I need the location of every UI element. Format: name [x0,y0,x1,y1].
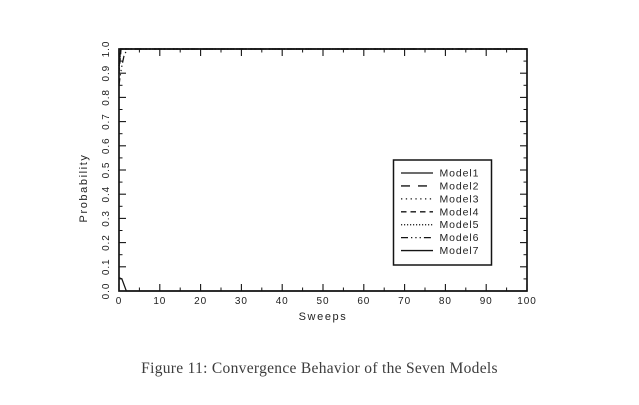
y-tick-label: 0.5 [101,162,112,179]
legend-label-model5: Model5 [440,219,480,231]
figure-caption: Figure 11: Convergence Behavior of the S… [141,360,498,377]
y-tick-label: 0.4 [101,186,112,203]
x-tick-label: 0 [116,296,122,307]
x-tick-label: 80 [439,296,452,307]
y-tick-label: 0.2 [101,234,112,251]
series-model7-line [118,277,527,292]
y-tick-label: 0.8 [101,89,112,106]
x-tick-label: 20 [194,296,207,307]
y-axis-label: Probability [78,154,90,223]
series-model6-line [118,48,527,86]
x-tick-label: 50 [317,296,330,307]
x-tick-label: 60 [357,296,370,307]
y-tick-label: 0.7 [101,113,112,130]
y-tick-label: 0.0 [101,283,112,300]
y-tick-label: 1.0 [101,41,112,58]
x-tick-label: 40 [276,296,289,307]
x-tick-label: 100 [517,296,536,307]
legend-label-model3: Model3 [440,193,480,205]
y-tick-label: 0.9 [101,65,112,82]
legend-label-model7: Model7 [440,245,480,257]
y-tick-label: 0.3 [101,210,112,227]
legend-label-model4: Model4 [440,206,480,218]
y-tick-label: 0.1 [101,258,112,275]
legend-box [392,159,493,266]
x-tick-label: 70 [398,296,411,307]
x-tick-label: 30 [235,296,248,307]
legend-label-model6: Model6 [440,232,480,244]
x-tick-label: 90 [480,296,493,307]
legend-label-model1: Model1 [440,168,480,180]
x-tick-label: 10 [153,296,166,307]
legend-label-model2: Model2 [440,180,480,192]
x-axis-label: Sweeps [299,311,348,323]
y-tick-label: 0.6 [101,137,112,154]
